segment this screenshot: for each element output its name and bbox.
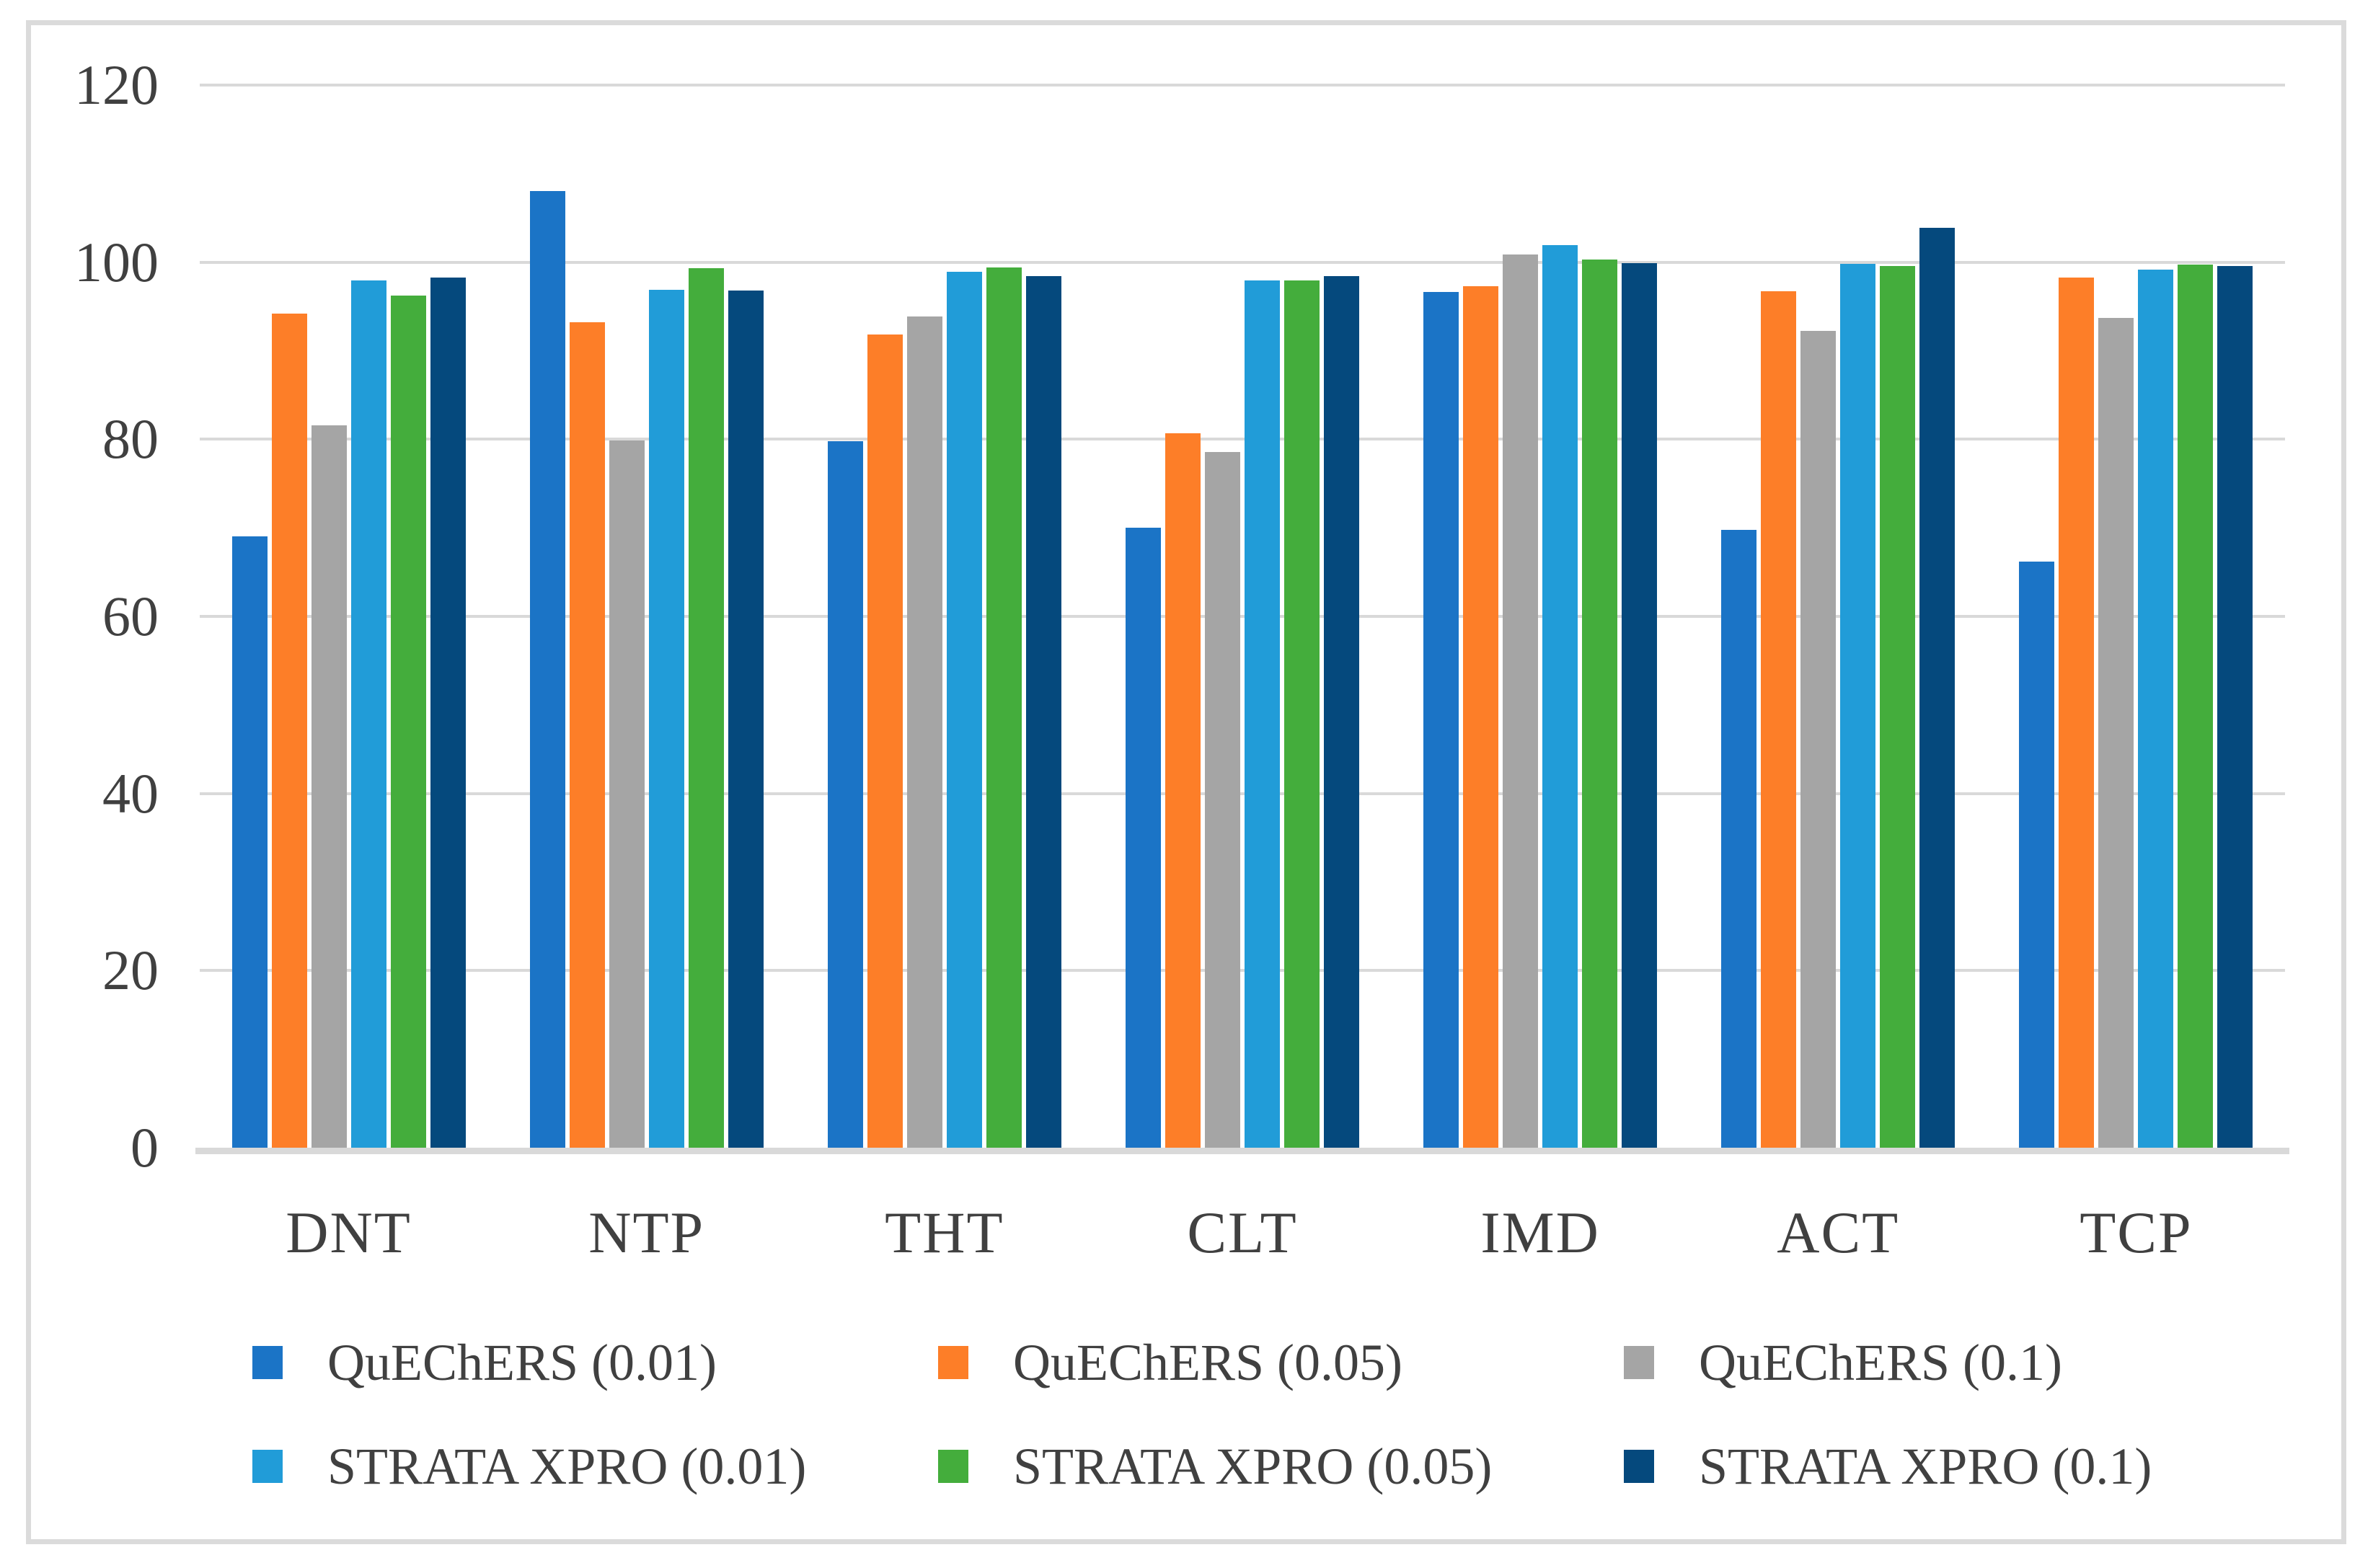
bar-strata-xpro-0-1-tcp (2217, 265, 2253, 1148)
y-axis-tick-label: 40 (102, 761, 159, 825)
bars-layer (200, 85, 2285, 1148)
y-axis-tick-label: 60 (102, 585, 159, 647)
bar-quechers-0-1-tcp (2098, 318, 2134, 1148)
bar-strata-xpro-0-05-ntp (688, 268, 724, 1148)
bar-strata-xpro-0-05-tht (986, 267, 1022, 1148)
legend-swatch-quechers-005 (938, 1346, 968, 1379)
bar-strata-xpro-0-05-act (1880, 265, 1916, 1148)
legend-swatch-quechers-001 (252, 1346, 283, 1379)
x-axis: DNT NTP THT CLT IMD ACT TCP (200, 1198, 2285, 1267)
bar-group-dnt (200, 85, 498, 1148)
bar-quechers-0-01-imd (1423, 292, 1459, 1148)
bar-group-tcp (1987, 85, 2285, 1148)
y-axis-tick-label: 20 (102, 939, 159, 1002)
bar-strata-xpro-0-01-tcp (2138, 269, 2174, 1148)
bar-strata-xpro-0-05-tcp (2178, 265, 2214, 1148)
bar-quechers-0-01-tht (827, 440, 863, 1148)
y-axis-tick-label: 100 (74, 230, 159, 293)
bar-strata-xpro-0-1-tht (1025, 276, 1061, 1148)
bar-quechers-0-05-clt (1165, 433, 1201, 1148)
bar-quechers-0-1-act (1800, 331, 1837, 1148)
gridline-40 (200, 792, 2285, 795)
bar-quechers-0-05-tht (867, 335, 903, 1148)
bar-strata-xpro-0-1-act (1919, 227, 1956, 1148)
legend-label: QuEChERS (0.05) (1013, 1334, 1402, 1391)
legend-row-2: STRATA XPRO (0.01) STRATA XPRO (0.05) ST… (200, 1432, 2285, 1501)
bar-strata-xpro-0-01-imd (1542, 245, 1578, 1148)
gridline-60 (200, 615, 2285, 618)
y-axis-tick-label: 120 (74, 53, 159, 116)
legend-label: QuEChERS (0.01) (327, 1334, 717, 1391)
legend-label: STRATA XPRO (0.05) (1013, 1438, 1493, 1495)
x-label-act: ACT (1777, 1200, 1900, 1265)
bar-strata-xpro-0-05-dnt (390, 296, 426, 1148)
bar-strata-xpro-0-01-ntp (648, 289, 684, 1148)
bar-group-ntp (498, 85, 795, 1148)
x-label-tht: THT (885, 1200, 1004, 1265)
plot-area (195, 84, 2289, 1154)
x-label-tcp: TCP (2080, 1200, 2193, 1265)
bar-quechers-0-1-ntp (609, 440, 645, 1148)
y-axis: 120 100 80 60 40 20 0 (29, 53, 159, 1179)
bar-quechers-0-01-tcp (2019, 561, 2055, 1148)
bar-group-imd (1392, 85, 1689, 1148)
bar-strata-xpro-0-1-imd (1622, 262, 1658, 1148)
bar-quechers-0-05-imd (1463, 285, 1499, 1148)
bar-strata-xpro-0-1-clt (1323, 276, 1359, 1148)
gridline-120 (200, 84, 2285, 87)
legend-item-quechers-01: QuEChERS (0.1) (1624, 1328, 2062, 1397)
x-axis-line (195, 1148, 2289, 1154)
legend-item-quechers-005: QuEChERS (0.05) (938, 1328, 1402, 1397)
legend-item-strata-xpro-01: STRATA XPRO (0.1) (1624, 1432, 2152, 1501)
bar-strata-xpro-0-05-imd (1582, 259, 1618, 1148)
legend-swatch-strata-xpro-005 (938, 1450, 968, 1483)
bar-strata-xpro-0-1-dnt (430, 277, 466, 1148)
bar-quechers-0-1-dnt (311, 425, 347, 1148)
bar-quechers-0-05-ntp (569, 322, 605, 1148)
bar-quechers-0-1-imd (1503, 254, 1539, 1148)
legend-swatch-quechers-01 (1624, 1346, 1654, 1379)
figure-border (26, 20, 2346, 1544)
bar-strata-xpro-0-05-clt (1283, 280, 1320, 1148)
bar-strata-xpro-0-01-tht (946, 272, 982, 1148)
legend-item-strata-xpro-005: STRATA XPRO (0.05) (938, 1432, 1492, 1501)
legend-label: QuEChERS (0.1) (1699, 1334, 2062, 1391)
bar-group-clt (1093, 85, 1391, 1148)
bar-quechers-0-05-tcp (2059, 277, 2095, 1148)
legend-item-strata-xpro-001: STRATA XPRO (0.01) (252, 1432, 806, 1501)
bar-strata-xpro-0-01-dnt (350, 280, 386, 1148)
bar-strata-xpro-0-1-ntp (728, 290, 764, 1148)
legend-label: STRATA XPRO (0.01) (327, 1438, 807, 1495)
bar-quechers-0-1-clt (1204, 451, 1240, 1148)
gridline-80 (200, 438, 2285, 441)
legend-swatch-strata-xpro-001 (252, 1450, 283, 1483)
y-axis-tick-label: 80 (102, 407, 159, 471)
bar-quechers-0-01-ntp (529, 191, 565, 1148)
bar-quechers-0-01-dnt (231, 536, 268, 1148)
gridline-20 (200, 969, 2285, 973)
y-axis-tick-label: 0 (131, 1116, 159, 1179)
legend-label: STRATA XPRO (0.1) (1699, 1438, 2152, 1495)
bar-quechers-0-1-tht (906, 316, 942, 1148)
x-label-imd: IMD (1480, 1200, 1600, 1265)
bar-strata-xpro-0-01-clt (1244, 280, 1280, 1148)
gridline-100 (200, 260, 2285, 264)
bar-quechers-0-01-clt (1125, 528, 1161, 1148)
x-label-ntp: NTP (588, 1200, 705, 1265)
bar-quechers-0-05-dnt (271, 313, 307, 1148)
bar-strata-xpro-0-01-act (1840, 264, 1876, 1148)
x-label-clt: CLT (1187, 1200, 1298, 1265)
legend-row-1: QuEChERS (0.01) QuEChERS (0.05) QuEChERS… (200, 1328, 2285, 1397)
x-label-dnt: DNT (286, 1200, 412, 1265)
bar-group-act (1689, 85, 1987, 1148)
legend-swatch-strata-xpro-01 (1624, 1450, 1654, 1483)
bar-quechers-0-05-act (1761, 291, 1797, 1148)
bar-group-tht (795, 85, 1093, 1148)
bar-quechers-0-01-act (1721, 529, 1757, 1148)
legend-item-quechers-001: QuEChERS (0.01) (252, 1328, 717, 1397)
